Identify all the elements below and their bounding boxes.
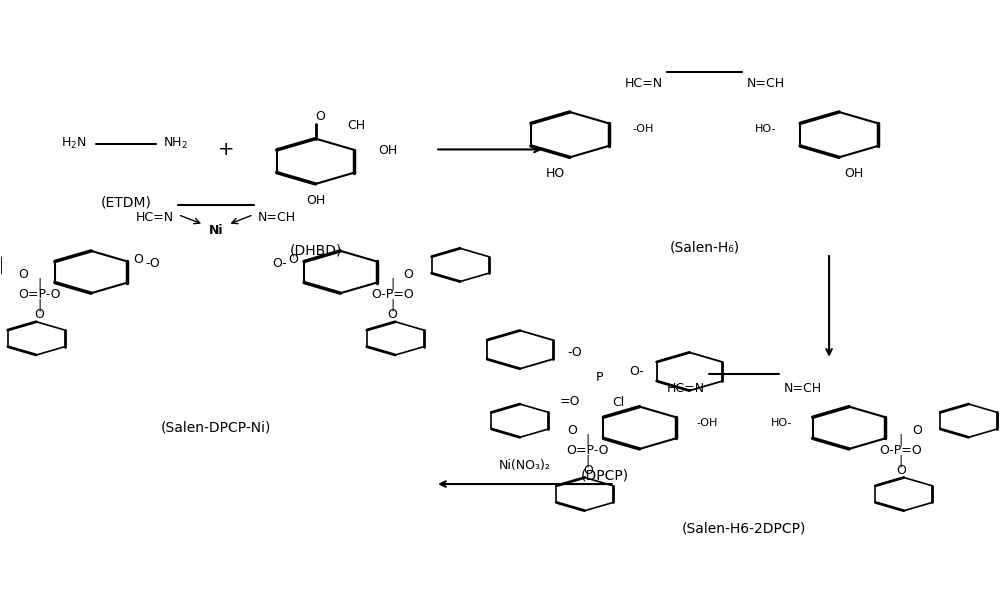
Text: -O: -O — [568, 346, 583, 359]
Text: O: O — [912, 424, 922, 437]
Text: NH$_2$: NH$_2$ — [163, 136, 188, 151]
Text: Cl: Cl — [613, 396, 625, 409]
Text: (Salen-DPCP-Ni): (Salen-DPCP-Ni) — [161, 421, 271, 435]
Text: HC=N: HC=N — [624, 77, 663, 90]
Text: (ETDM): (ETDM) — [101, 196, 151, 210]
Text: Ni: Ni — [209, 224, 223, 237]
Text: +: + — [218, 140, 234, 159]
Text: O-P=O: O-P=O — [880, 444, 922, 457]
Text: |: | — [37, 299, 41, 312]
Text: N=CH: N=CH — [746, 77, 784, 90]
Text: =O: =O — [559, 394, 580, 408]
Text: (Salen-H₆): (Salen-H₆) — [669, 240, 739, 254]
Text: HC=N: HC=N — [666, 381, 704, 394]
Text: P: P — [596, 371, 603, 384]
Text: O: O — [583, 464, 593, 477]
Text: OH: OH — [378, 144, 398, 157]
Text: |: | — [899, 433, 903, 446]
Text: OH: OH — [306, 194, 325, 207]
Text: (DHBD): (DHBD) — [289, 243, 342, 257]
Text: Ni(NO₃)₂: Ni(NO₃)₂ — [499, 459, 551, 472]
Text: |: | — [390, 299, 394, 312]
Text: O: O — [133, 253, 143, 266]
Text: O: O — [387, 308, 397, 321]
Text: N=CH: N=CH — [784, 381, 822, 394]
Text: -O: -O — [145, 256, 160, 270]
Text: -OH: -OH — [633, 124, 654, 134]
Text: O=P-O: O=P-O — [567, 444, 609, 457]
Text: |: | — [586, 433, 590, 446]
Text: N=CH: N=CH — [258, 211, 296, 224]
Text: O: O — [567, 424, 577, 437]
Text: |: | — [390, 277, 394, 290]
Text: CH: CH — [347, 119, 366, 132]
Text: -OH: -OH — [696, 418, 718, 428]
Text: HO-: HO- — [771, 418, 792, 428]
Text: |: | — [899, 455, 903, 468]
Text: O: O — [316, 109, 325, 123]
Text: HC=N: HC=N — [136, 211, 174, 224]
Text: HO: HO — [546, 167, 565, 180]
Text: O: O — [18, 268, 28, 281]
Text: (DPCP): (DPCP) — [581, 468, 629, 482]
Text: O: O — [403, 268, 413, 281]
Text: HO-: HO- — [755, 124, 776, 134]
Text: (Salen-H6-2DPCP): (Salen-H6-2DPCP) — [682, 521, 807, 536]
Text: O=P-O: O=P-O — [18, 288, 61, 301]
Text: |: | — [586, 455, 590, 468]
Text: |: | — [37, 277, 41, 290]
Text: O: O — [288, 253, 298, 266]
Text: O: O — [896, 464, 906, 477]
Text: OH: OH — [844, 167, 863, 180]
Text: O: O — [34, 308, 44, 321]
Text: O-: O- — [630, 365, 644, 378]
Text: H$_2$N: H$_2$N — [61, 136, 86, 151]
Text: O-: O- — [272, 256, 287, 270]
Text: O-P=O: O-P=O — [371, 288, 414, 301]
